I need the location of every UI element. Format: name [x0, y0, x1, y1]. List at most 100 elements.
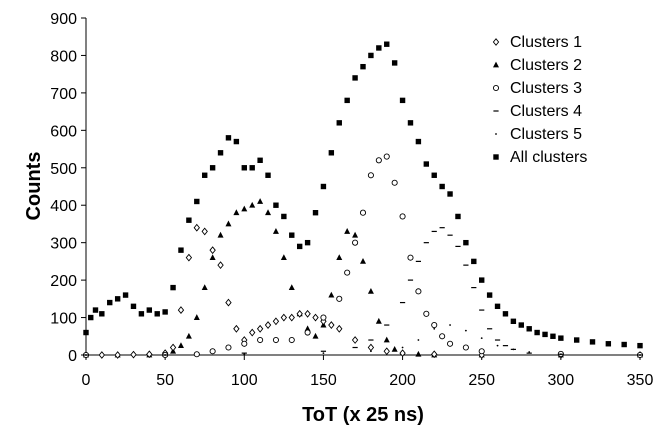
data-point — [209, 246, 216, 255]
data-point — [368, 52, 374, 59]
data-point — [138, 311, 145, 317]
data-point — [512, 348, 515, 351]
y-axis-title: Counts — [23, 152, 45, 221]
legend-item: All clusters — [493, 149, 587, 166]
x-axis-title: ToT (x 25 ns) — [302, 404, 424, 426]
data-point — [391, 60, 398, 66]
data-point — [243, 353, 246, 356]
x-tick-label: 350 — [627, 372, 653, 389]
data-point — [439, 333, 446, 340]
data-points — [82, 41, 644, 359]
x-axis-ticks: 0 50 100 150 200 250 300 350 — [82, 355, 653, 389]
data-point — [92, 307, 99, 313]
data-point — [375, 157, 382, 164]
data-point — [399, 349, 406, 358]
data-point — [169, 343, 177, 352]
data-point — [241, 340, 248, 347]
legend-marker — [495, 133, 497, 135]
legend-item: Clusters 4 — [493, 103, 582, 120]
data-point — [217, 261, 224, 270]
data-point — [83, 329, 89, 336]
data-point — [177, 342, 184, 349]
x-tick-label: 300 — [548, 372, 575, 389]
data-point — [360, 257, 366, 264]
data-point — [383, 336, 390, 343]
data-point — [542, 331, 548, 338]
data-point — [383, 153, 390, 160]
legend-marker — [493, 154, 499, 160]
data-point — [573, 337, 580, 343]
series-clusters-5 — [85, 324, 641, 356]
data-point — [415, 138, 422, 145]
data-point — [417, 339, 420, 341]
data-point — [130, 350, 137, 359]
data-point — [367, 287, 374, 294]
data-point — [455, 213, 461, 220]
series-clusters-3 — [82, 153, 644, 359]
data-point — [320, 183, 327, 190]
legend-item: Clusters 2 — [493, 57, 582, 74]
data-point — [272, 317, 280, 326]
data-point — [502, 311, 509, 317]
data-point — [217, 231, 224, 238]
data-point — [209, 348, 216, 355]
data-point — [328, 321, 335, 329]
y-tick-label: 100 — [50, 311, 77, 328]
series-clusters-4 — [83, 227, 643, 356]
data-point — [249, 165, 255, 171]
data-point — [407, 254, 414, 261]
data-point — [312, 210, 319, 216]
legend-marker — [493, 61, 499, 68]
data-point — [154, 311, 160, 317]
data-point — [370, 350, 372, 353]
legend-label: Clusters 2 — [510, 57, 582, 74]
data-point — [407, 120, 414, 126]
y-tick-label: 0 — [68, 348, 77, 365]
data-point — [431, 172, 437, 178]
data-point — [384, 41, 390, 47]
data-point — [360, 63, 366, 70]
data-point — [526, 326, 532, 332]
data-point — [257, 198, 264, 204]
data-point — [249, 201, 256, 208]
data-point — [447, 340, 454, 347]
data-point — [312, 313, 319, 322]
data-point — [296, 309, 303, 318]
data-point — [376, 45, 382, 51]
data-point — [637, 342, 643, 349]
y-tick-label: 200 — [50, 273, 77, 290]
data-point — [185, 253, 193, 262]
data-point — [193, 223, 200, 232]
data-point — [463, 239, 469, 246]
data-point — [431, 350, 438, 359]
x-tick-label: 100 — [231, 372, 258, 389]
data-point — [558, 335, 564, 341]
plot-area — [85, 18, 640, 356]
data-point — [559, 353, 562, 356]
data-point — [272, 228, 279, 234]
data-point — [233, 209, 240, 216]
data-point — [464, 329, 467, 332]
data-point — [185, 332, 192, 339]
data-point — [391, 345, 398, 352]
data-point — [534, 329, 540, 336]
data-point — [480, 337, 483, 340]
data-point — [241, 205, 248, 212]
legend-marker — [492, 84, 500, 92]
data-point — [273, 202, 279, 208]
data-point — [391, 179, 398, 186]
data-point — [288, 336, 295, 344]
legend-label: Clusters 3 — [510, 80, 582, 97]
data-point — [201, 227, 208, 236]
data-point — [336, 295, 343, 302]
data-point — [589, 339, 596, 345]
data-point — [486, 292, 493, 298]
data-point — [423, 161, 430, 167]
data-point — [162, 309, 168, 315]
data-point — [336, 254, 343, 261]
data-point — [518, 322, 524, 328]
data-point — [114, 296, 121, 302]
data-point — [496, 344, 499, 347]
data-point — [170, 284, 176, 291]
data-point — [225, 220, 232, 227]
